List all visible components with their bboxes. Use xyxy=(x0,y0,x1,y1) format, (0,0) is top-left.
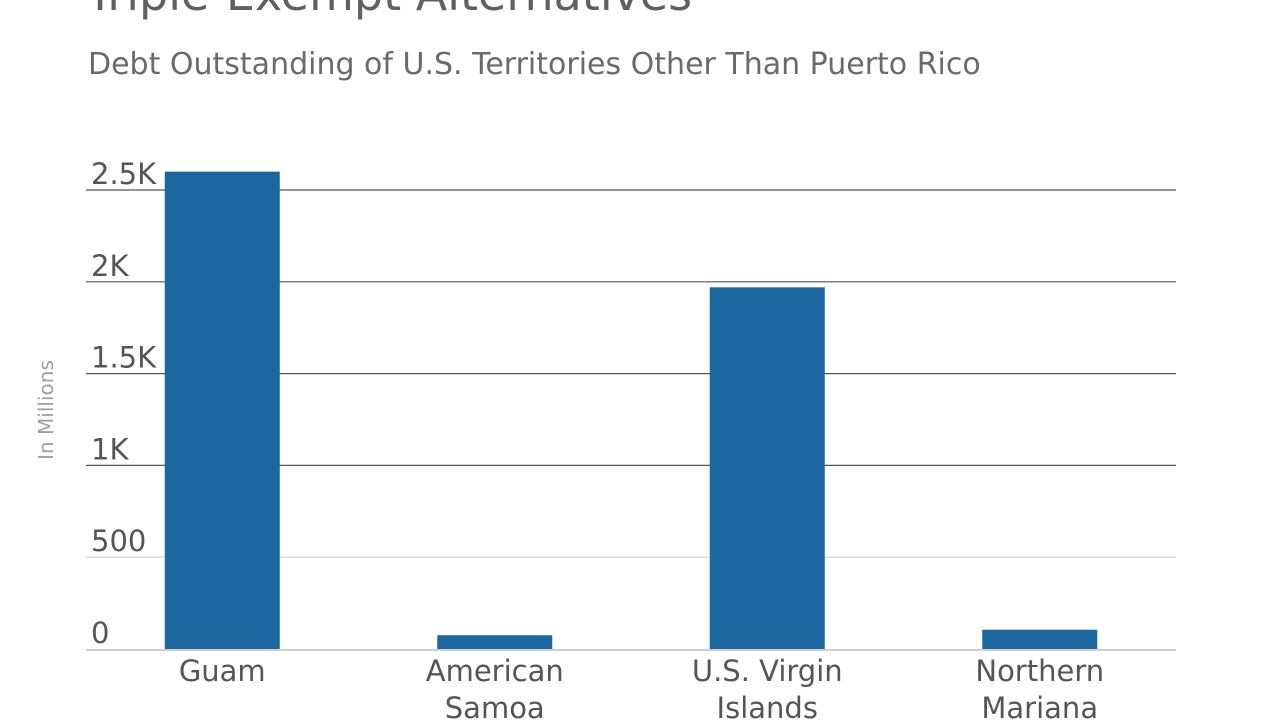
y-tick-label: 1K xyxy=(91,432,129,466)
x-category-label: Northern xyxy=(975,654,1104,688)
bar xyxy=(437,635,553,649)
bar xyxy=(709,287,825,649)
y-tick-label: 2.5K xyxy=(91,157,157,191)
x-category-label: Guam xyxy=(179,654,266,688)
y-tick-label: 500 xyxy=(91,524,146,558)
chart-title: Triple-Exempt Alternatives xyxy=(86,0,692,22)
x-category-label: Samoa xyxy=(445,691,545,720)
bar xyxy=(164,171,280,649)
y-tick-label: 2K xyxy=(91,249,129,283)
x-category-label: American xyxy=(426,654,564,688)
x-category-label: Mariana xyxy=(981,691,1098,720)
x-category-label: Islands xyxy=(717,691,818,720)
y-tick-label: 1.5K xyxy=(91,341,157,375)
chart-subtitle: Debt Outstanding of U.S. Territories Oth… xyxy=(88,47,981,82)
x-category-label: U.S. Virgin xyxy=(692,654,843,688)
bar xyxy=(982,629,1098,649)
y-tick-label: 0 xyxy=(91,616,109,650)
